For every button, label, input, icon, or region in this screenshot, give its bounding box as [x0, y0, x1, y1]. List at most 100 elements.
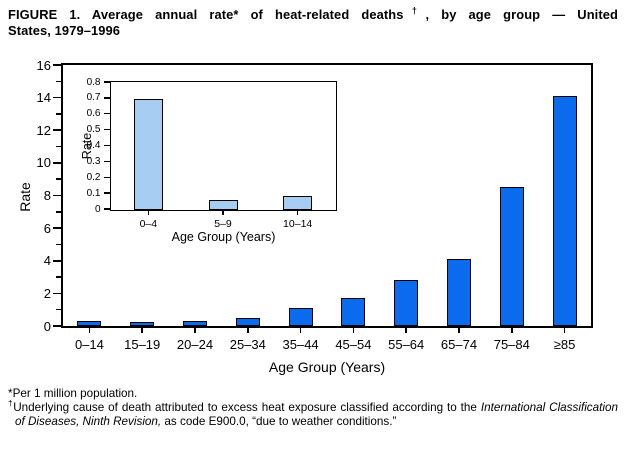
bar-35–44: [288, 308, 313, 326]
bar-10–14: [283, 196, 313, 210]
y-tick-label: 0: [43, 318, 51, 334]
y-tick-label: 0.7: [86, 92, 101, 104]
x-tick: [88, 328, 91, 333]
y-tick: [103, 208, 110, 210]
y-tick: [103, 128, 110, 131]
dagger-symbol: †: [8, 398, 14, 408]
y-tick: [103, 97, 110, 99]
x-tick-label: ≥85: [553, 337, 576, 352]
figure-title-line2: States, 1979–1996: [8, 23, 121, 38]
y-tick: [53, 227, 61, 229]
bar-45–54: [341, 298, 366, 326]
x-tick: [352, 328, 355, 333]
bar-≥85: [552, 96, 577, 326]
x-tick: [563, 328, 566, 333]
footnote-cause-of-death: †Underlying cause of death attributed to…: [8, 398, 618, 429]
y-tick-label: 2: [43, 285, 51, 301]
footnote-cause-text-post: as code E900.0, “due to weather conditio…: [161, 414, 397, 428]
y-tick-label: 0: [94, 203, 101, 215]
inset-x-axis-title: Age Group (Years): [171, 230, 276, 244]
x-tick-label: 0–14: [74, 337, 104, 352]
x-tick-label: 25–34: [229, 337, 266, 352]
x-tick: [299, 328, 302, 333]
y-minor-tick: [56, 211, 61, 213]
x-tick: [247, 328, 249, 333]
x-tick: [194, 328, 196, 333]
x-tick-label: 65–74: [440, 337, 478, 352]
bar-75–84: [499, 187, 524, 326]
y-tick: [53, 194, 61, 197]
footnote-population-text: Per 1 million population.: [12, 387, 138, 400]
title-text-post: , by age group — United: [425, 7, 618, 22]
y-tick: [103, 144, 110, 147]
y-tick-label: 8: [43, 188, 51, 203]
x-tick: [222, 210, 224, 215]
y-tick: [53, 292, 61, 295]
y-tick-label: 0.4: [86, 140, 101, 151]
title-text-pre: FIGURE 1. Average annual rate* of heat-r…: [8, 7, 404, 22]
icd-title-italic: International Classification of Diseases…: [15, 400, 618, 428]
bar-0–4: [133, 99, 163, 210]
y-minor-tick: [56, 308, 61, 311]
footnote-cause-text-pre: Underlying cause of death attributed to …: [13, 400, 481, 414]
figure-title: FIGURE 1. Average annual rate* of heat-r…: [8, 5, 618, 39]
x-tick-label: 75–84: [493, 337, 530, 352]
inset-bar-chart: Rate Age Group (Years) 0 0.1 0.2 0.3 0.4 0.5 0…: [80, 77, 337, 244]
x-tick-label: 55–64: [388, 337, 425, 352]
y-tick: [53, 162, 61, 164]
y-tick: [103, 192, 110, 194]
y-tick: [53, 325, 61, 327]
x-tick-label: 45–54: [335, 337, 372, 352]
y-minor-tick: [56, 243, 61, 246]
y-tick-label: 6: [43, 220, 51, 236]
main-x-axis-title: Age Group (Years): [268, 359, 386, 375]
figure-title-line1: FIGURE 1. Average annual rate* of heat-r…: [8, 5, 618, 23]
y-minor-tick: [56, 178, 61, 180]
y-tick: [103, 160, 110, 163]
y-tick-label: 0.6: [86, 108, 101, 120]
main-bar-chart: Rate Age Group (Years) 0 2 4 6 8 10 12 14 16 0–14…: [17, 59, 593, 375]
y-tick: [53, 96, 61, 99]
y-minor-tick: [56, 113, 61, 115]
footnotes: *Per 1 million population. †Underlying c…: [8, 387, 618, 428]
main-y-axis-title: Rate: [17, 182, 33, 212]
y-tick-label: 0.3: [86, 155, 101, 167]
y-tick-label: 0.1: [86, 187, 101, 199]
y-tick: [103, 113, 110, 115]
y-tick-label: 0.2: [86, 171, 101, 183]
y-tick-label: 10: [36, 155, 51, 171]
asterisk-symbol: *: [8, 387, 13, 400]
x-tick: [147, 210, 150, 215]
x-tick-label: 20–24: [176, 337, 214, 352]
x-tick: [141, 328, 143, 333]
bar-55–64: [394, 280, 419, 326]
bar-20–24: [183, 321, 207, 326]
y-minor-tick: [56, 276, 61, 278]
bar-65–74: [447, 259, 471, 326]
x-tick-label: 5–9: [214, 217, 232, 230]
y-tick: [103, 81, 110, 83]
y-tick-label: 16: [36, 57, 51, 73]
bar-5–9: [208, 200, 238, 210]
y-tick: [53, 129, 61, 132]
footnote-population: *Per 1 million population.: [8, 387, 618, 401]
y-tick-label: 12: [36, 122, 51, 138]
dagger-symbol: †: [403, 5, 426, 16]
bar-0–14: [77, 321, 102, 326]
y-minor-tick: [56, 145, 61, 148]
y-tick-label: 0.8: [86, 76, 101, 88]
x-tick-label: 10–14: [283, 217, 313, 230]
y-tick-label: 0.5: [86, 124, 101, 136]
y-minor-tick: [56, 80, 61, 83]
x-tick: [458, 328, 460, 333]
x-tick: [511, 328, 513, 333]
x-tick-label: 0–4: [139, 217, 158, 230]
y-tick: [53, 259, 61, 262]
bar-15–19: [130, 322, 155, 326]
x-tick-label: 15–19: [124, 337, 161, 352]
x-tick: [405, 328, 407, 333]
y-tick-label: 14: [36, 90, 51, 106]
y-tick-label: 4: [43, 253, 51, 269]
bar-25–34: [235, 318, 260, 326]
